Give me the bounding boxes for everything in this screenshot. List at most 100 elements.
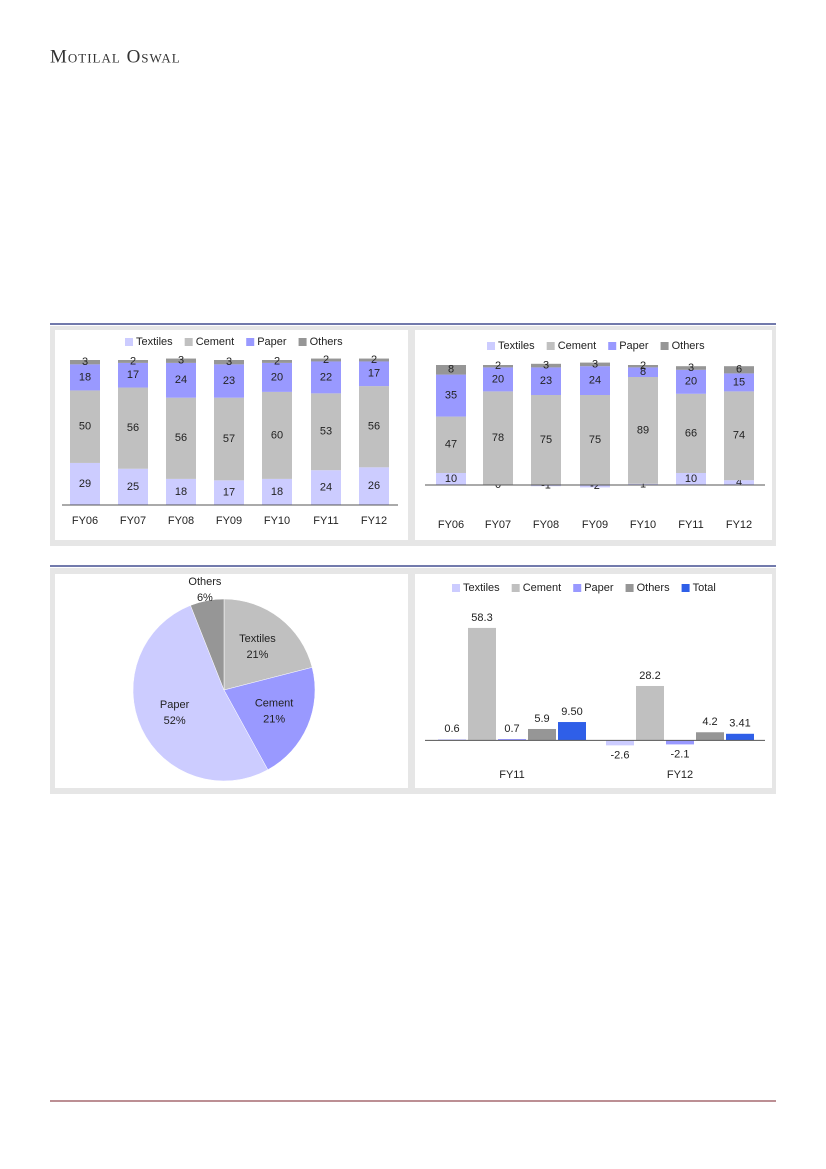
data-label: 2 [130,355,136,367]
data-label: 5.9 [534,713,549,725]
x-tick-label: FY08 [168,515,194,527]
bar-segment [214,480,244,505]
x-tick-label: FY10 [630,519,656,531]
data-label: 3 [688,362,694,374]
data-label: -2.6 [611,749,630,761]
bar-segment [628,367,658,377]
bar [528,728,556,741]
data-label: 75 [540,434,552,446]
bar-segment [483,391,513,485]
data-label: 3.41 [729,718,750,730]
data-label: 78 [492,432,504,444]
bar [498,739,526,741]
legend-swatch [681,584,690,592]
data-label: 17 [368,368,380,380]
x-tick-label: FY12 [726,519,752,531]
x-tick-label: FY10 [264,515,290,527]
pie-label: Paper [160,699,190,711]
legend-swatch [546,342,555,350]
data-label: 3 [543,360,549,372]
data-label: 50 [79,421,91,433]
bar-segment [628,377,658,484]
data-label: 29 [79,478,91,490]
data-label: 6 [736,364,742,376]
x-tick-label: FY08 [533,519,559,531]
data-label: 17 [127,369,139,381]
data-label: 47 [445,439,457,451]
bar-segment [628,365,658,368]
bar-segment [166,362,196,398]
data-label: 3 [82,356,88,368]
bar [468,627,496,741]
legend-swatch [625,584,634,592]
bar-segment [166,358,196,363]
bar [696,732,724,741]
bar-segment [676,369,706,394]
bar-segment [580,366,610,395]
data-label: -2 [590,480,600,492]
legend-label: Paper [257,336,287,348]
x-tick-label: FY07 [485,519,511,531]
bar-segment [262,362,292,392]
data-label: 10 [685,473,697,485]
legend-label: Textiles [498,340,535,352]
data-label: 22 [320,371,332,383]
bar-segment [70,390,100,463]
bar [558,722,586,741]
data-label: 24 [175,374,187,386]
bar-segment [724,373,754,392]
x-tick-label: FY09 [216,515,242,527]
bar [438,739,466,741]
bar-segment [531,363,561,368]
legend-swatch [246,338,255,346]
pie-slice [223,667,316,771]
legend-swatch [184,338,193,346]
bar-segment [359,386,389,468]
x-tick-label: FY11 [313,515,338,527]
data-label: 66 [685,427,697,439]
x-tick-label: FY06 [438,519,464,531]
data-label: -2.1 [671,748,690,760]
data-label: 1 [640,478,646,490]
data-label: 74 [733,430,745,442]
pie-value: 21% [246,649,268,661]
bar-segment [436,365,466,375]
bar [726,733,754,741]
pie-value: 6% [197,592,213,604]
legend-swatch [125,338,133,346]
x-tick-label: FY11 [678,519,703,531]
bar-segment [311,361,341,394]
pie-label: Textiles [239,633,276,645]
data-label: 9.50 [561,706,582,718]
data-label: 4.2 [702,716,717,728]
bar-segment [724,480,754,485]
data-label: 53 [320,426,332,438]
data-label: 75 [589,434,601,446]
bar [606,740,634,746]
legend-label: Cement [558,340,597,352]
data-label: 20 [492,373,504,385]
data-label: 15 [733,376,745,388]
bar-segment [262,478,292,505]
data-label: 2 [371,354,377,366]
legend-label: Total [693,582,716,594]
data-label: 18 [79,371,91,383]
x-tick-label: FY09 [582,519,608,531]
bar-segment [70,360,100,365]
data-label: 35 [445,390,457,402]
data-label: 8 [448,364,454,376]
legend-swatch [660,342,669,350]
data-label: 23 [223,375,235,387]
data-label: 3 [178,355,184,367]
data-label: 57 [223,433,235,445]
legend-label: Others [637,582,671,594]
data-label: 17 [223,487,235,499]
bar-segment [311,470,341,505]
bar-segment [262,360,292,363]
legend-label: Textiles [463,582,500,594]
data-label: 89 [637,424,649,436]
data-label: 20 [271,371,283,383]
bar-segment [359,358,389,362]
legend-label: Cement [196,336,235,348]
